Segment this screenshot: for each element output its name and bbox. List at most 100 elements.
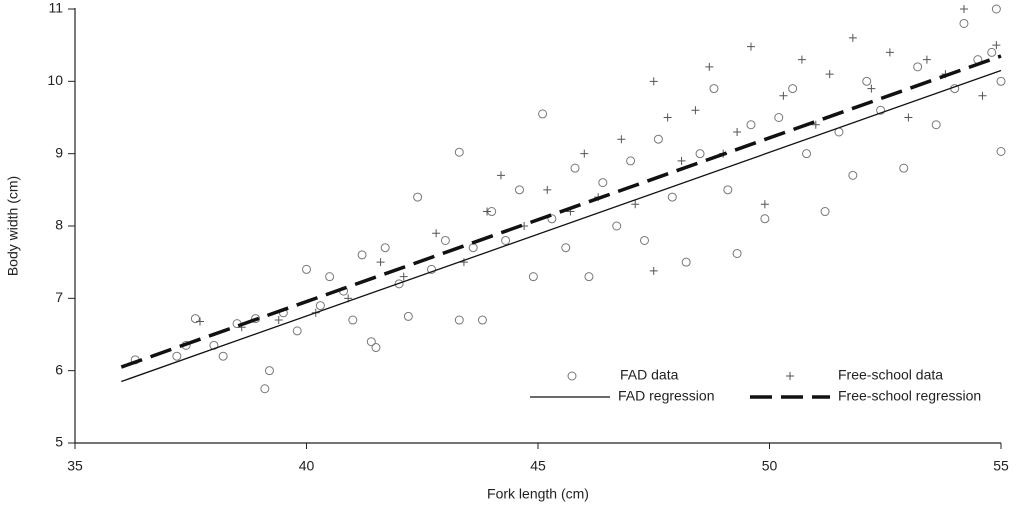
data-point [811, 120, 820, 129]
data-point [399, 272, 408, 281]
data-point [570, 163, 580, 173]
data-point [848, 33, 857, 42]
data-point [639, 235, 649, 245]
data-point [631, 200, 640, 209]
data-point [959, 18, 969, 28]
data-point [501, 235, 511, 245]
data-point [172, 351, 182, 361]
data-point [468, 243, 478, 253]
data-point [691, 106, 700, 115]
x-tick-label: 45 [530, 458, 546, 474]
data-point [454, 147, 464, 157]
data-point [649, 77, 658, 86]
data-point [746, 120, 756, 130]
y-axis-title: Body width (cm) [5, 176, 21, 276]
regression-line [120, 54, 1002, 369]
data-point [705, 62, 714, 71]
data-point [695, 149, 705, 159]
data-point [274, 316, 283, 325]
data-point [251, 314, 261, 324]
legend-marker [786, 372, 794, 380]
y-tick-label: 8 [55, 217, 63, 233]
data-point [477, 315, 487, 325]
data-point [440, 235, 450, 245]
data-point [913, 62, 923, 72]
data-point [788, 84, 798, 94]
data-point [292, 326, 302, 336]
data-point [528, 272, 538, 282]
data-point [483, 207, 492, 216]
data-point [496, 171, 505, 180]
data-point [190, 314, 200, 324]
x-tick-label: 50 [762, 458, 778, 474]
data-point [820, 207, 830, 217]
x-tick-label: 40 [299, 458, 315, 474]
data-point [978, 91, 987, 100]
data-point [677, 156, 686, 165]
data-point [681, 257, 691, 267]
data-point [617, 135, 626, 144]
data-point [991, 4, 1001, 14]
data-point [626, 156, 636, 166]
data-point [612, 221, 622, 231]
data-point [746, 42, 755, 51]
data-point [774, 113, 784, 122]
data-point [797, 55, 806, 64]
data-point [459, 258, 468, 267]
data-point [663, 113, 672, 122]
data-point [723, 185, 733, 195]
y-tick-label: 10 [47, 72, 63, 88]
data-point [260, 384, 270, 394]
data-point [922, 55, 931, 64]
y-tick-label: 7 [55, 289, 63, 305]
data-point [371, 343, 381, 353]
data-point [538, 109, 548, 119]
data-point [561, 243, 571, 253]
data-point [315, 301, 325, 311]
legend-marker [567, 371, 577, 381]
regression-line [121, 69, 1002, 383]
data-point [348, 315, 358, 325]
data-point [732, 248, 742, 258]
data-point [427, 264, 437, 274]
data-point [862, 76, 872, 86]
data-point [959, 5, 968, 13]
data-point [760, 214, 770, 224]
data-point [825, 70, 834, 79]
data-point [196, 317, 205, 326]
data-point [667, 192, 677, 202]
data-point [779, 91, 788, 100]
data-point [218, 351, 228, 361]
legend-label: Free-school regression [838, 388, 981, 404]
legend-label: Free-school data [838, 367, 943, 383]
data-point [996, 76, 1006, 86]
data-point [376, 258, 385, 267]
data-point [547, 214, 557, 224]
data-point [709, 84, 719, 94]
data-point [325, 272, 335, 282]
data-point [802, 149, 812, 159]
data-point [992, 41, 1001, 50]
x-axis-title: Fork length (cm) [487, 486, 589, 502]
data-point [403, 311, 413, 321]
y-tick-label: 6 [55, 361, 63, 377]
data-point [885, 48, 894, 57]
data-point [454, 315, 464, 325]
data-point [413, 192, 423, 202]
y-tick-label: 11 [48, 0, 63, 16]
data-point [876, 105, 886, 115]
data-point [432, 229, 441, 238]
data-point [302, 264, 311, 274]
data-point [543, 185, 552, 194]
data-point [733, 127, 742, 136]
data-point [357, 250, 367, 260]
data-point [264, 366, 274, 376]
data-point [394, 279, 404, 289]
legend-label: FAD regression [618, 388, 714, 404]
data-point [760, 200, 769, 209]
y-tick-label: 9 [55, 144, 63, 160]
data-point [649, 266, 658, 275]
data-point [848, 170, 858, 180]
